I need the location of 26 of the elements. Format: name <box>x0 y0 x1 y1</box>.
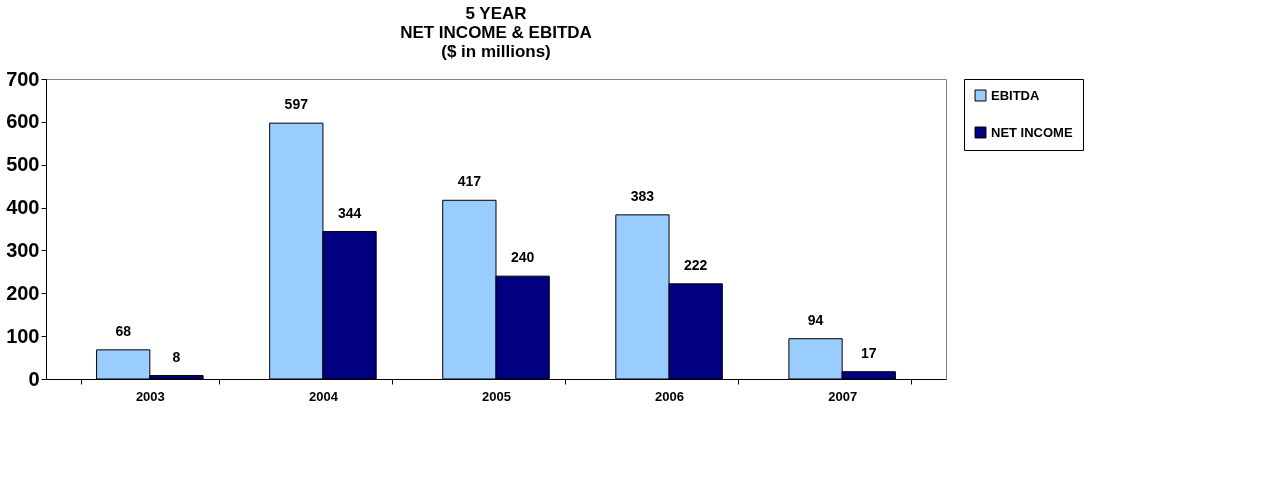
data-label: 8 <box>172 348 181 365</box>
data-label: 240 <box>510 249 535 266</box>
data-label: 94 <box>807 311 824 328</box>
x-tick-label: 2003 <box>135 388 165 404</box>
legend-label: EBITDA <box>991 87 1040 103</box>
x-tick-label: 2005 <box>482 388 511 404</box>
y-tick-label: 300 <box>6 238 40 261</box>
y-tick-label: 200 <box>6 281 40 304</box>
data-label: 344 <box>337 204 362 221</box>
y-tick-label: 0 <box>28 367 40 390</box>
data-label: 68 <box>115 322 132 339</box>
x-tick-label: 2007 <box>828 388 858 404</box>
x-tick-label: 2004 <box>308 388 339 404</box>
x-tick-label: 2006 <box>655 388 685 404</box>
y-tick-label: 100 <box>6 324 40 347</box>
data-label: 597 <box>284 96 309 113</box>
y-tick-label: 500 <box>6 153 40 176</box>
legend-label: NET INCOME <box>991 124 1073 140</box>
data-label: 383 <box>630 187 655 204</box>
data-label: 417 <box>457 173 482 190</box>
y-tick-label: 400 <box>6 196 40 219</box>
data-label: 222 <box>684 256 708 273</box>
y-tick-label: 600 <box>6 110 40 133</box>
y-tick-label: 700 <box>6 67 40 90</box>
chart-title: 5 YEAR NET INCOME & EBITDA ($ in millions) <box>400 4 592 61</box>
data-label: 17 <box>860 344 877 361</box>
